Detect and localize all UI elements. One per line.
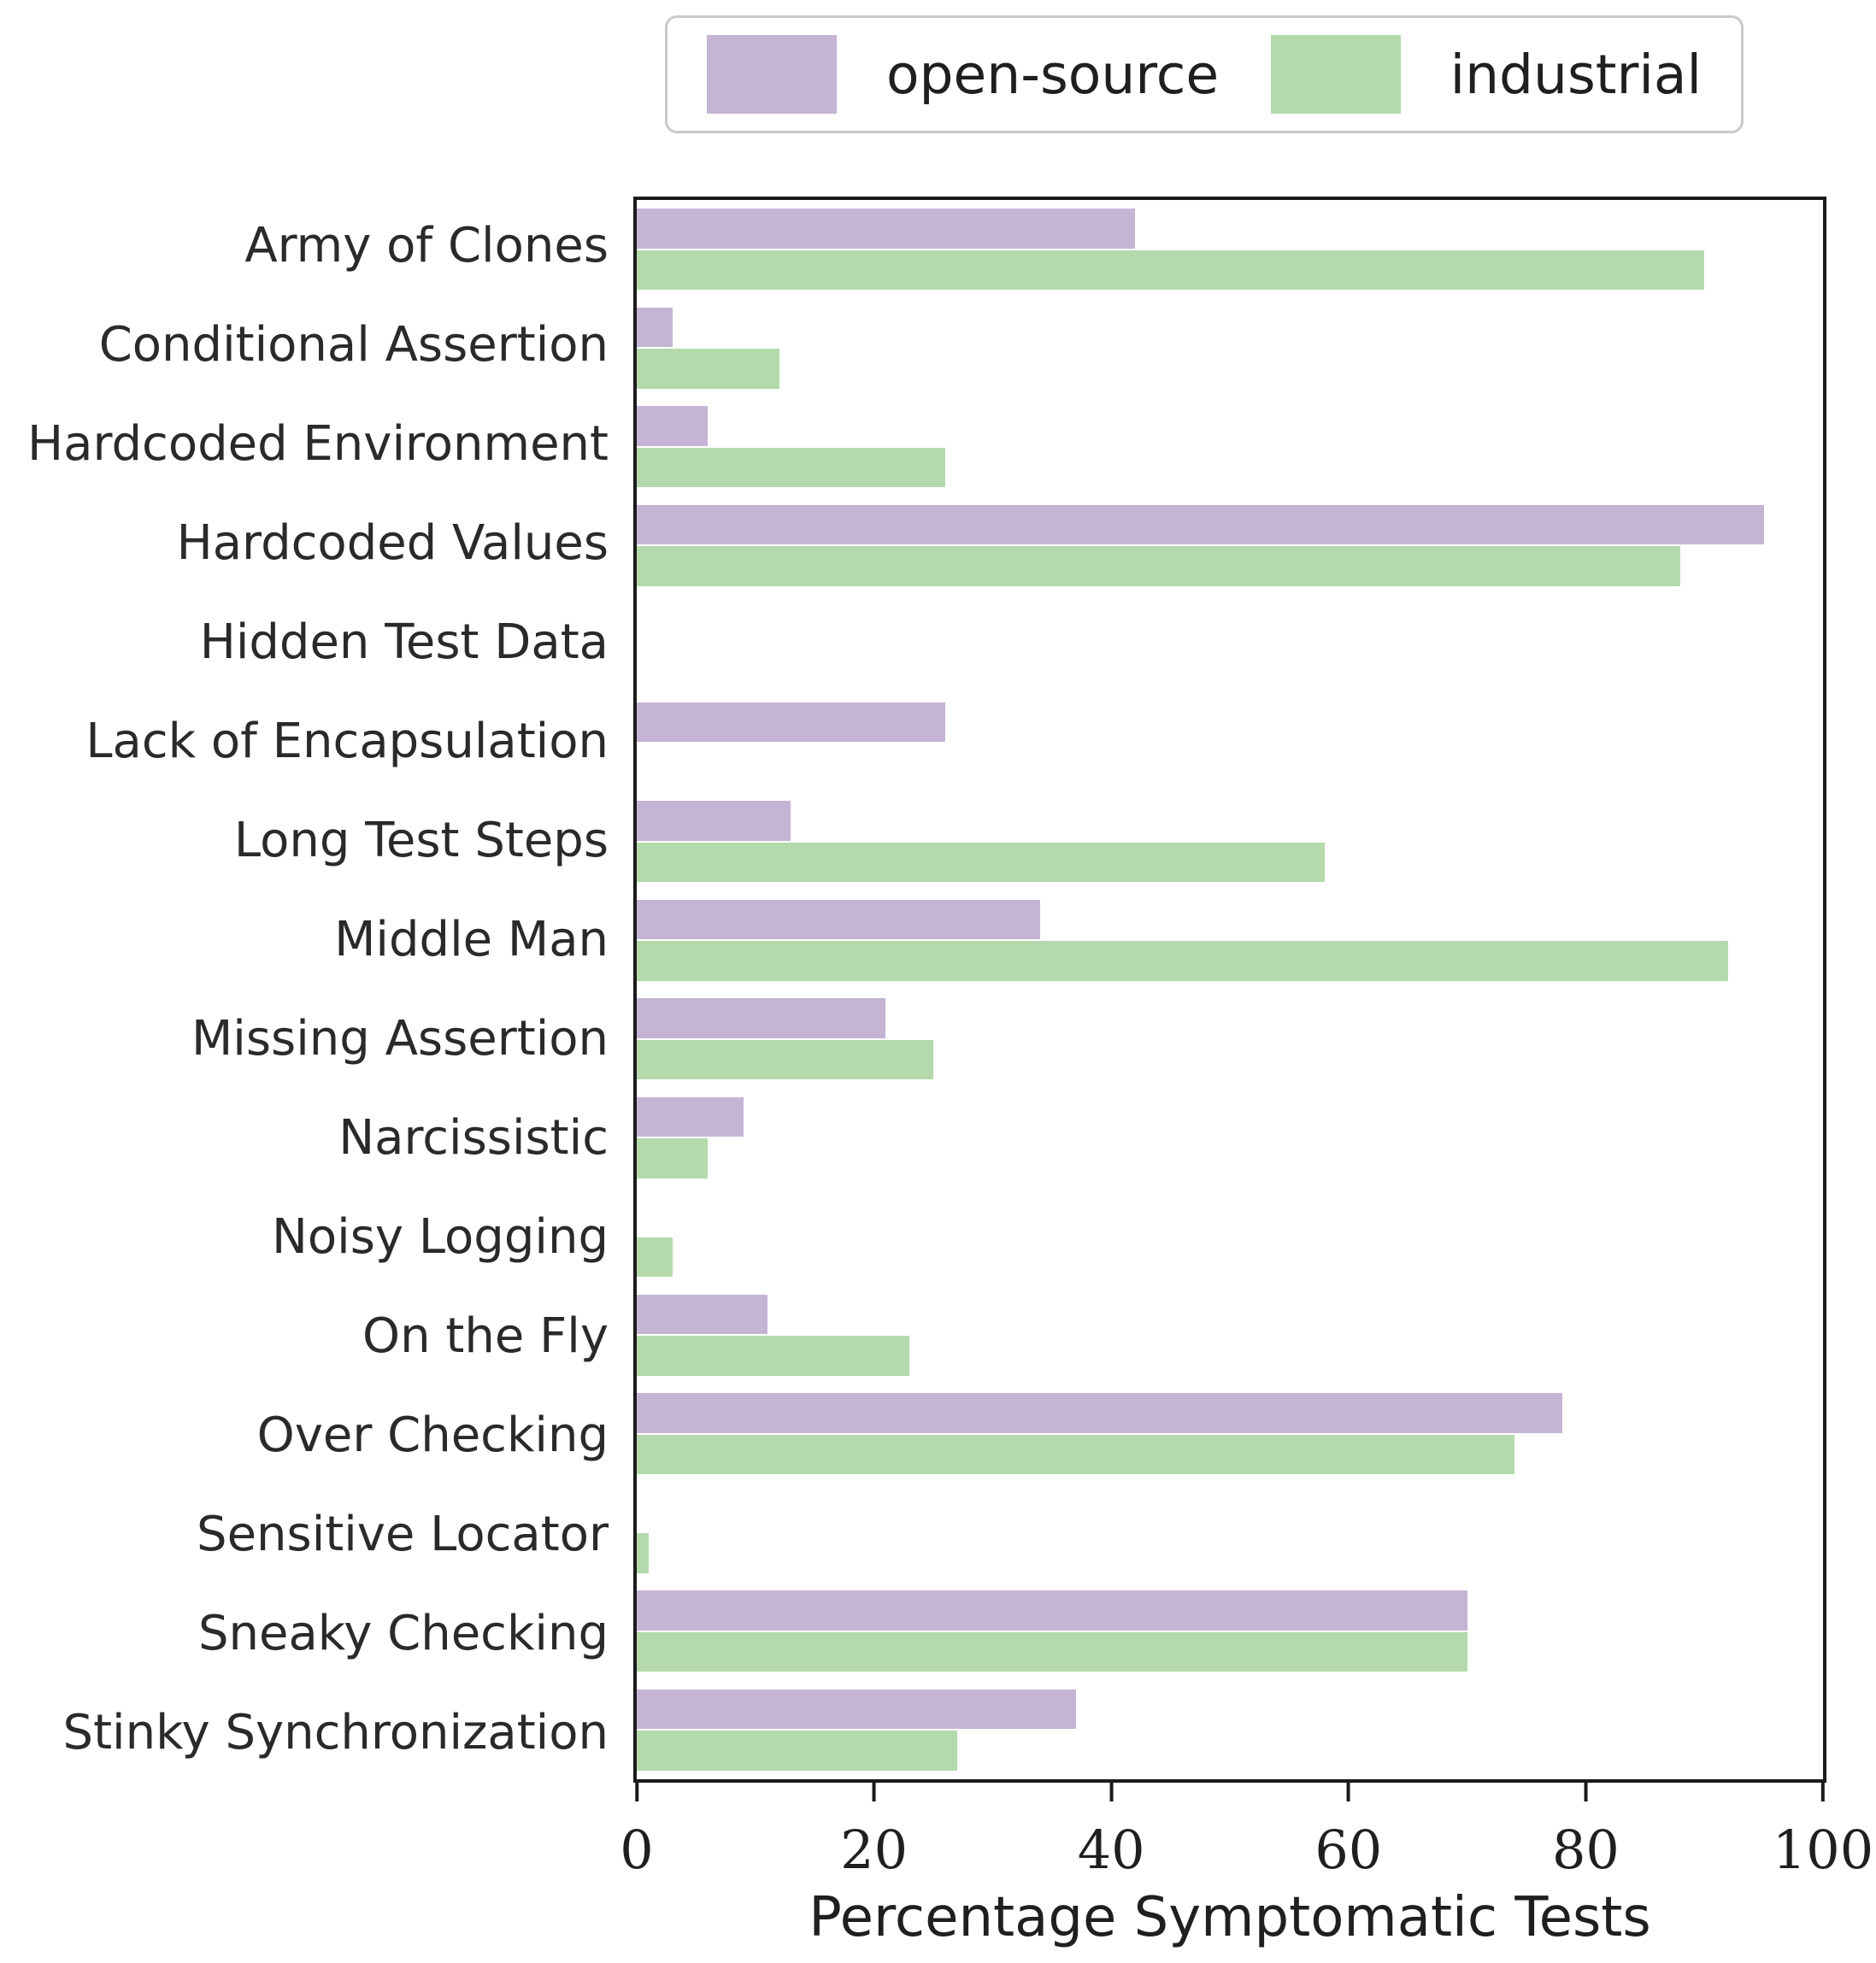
- x-tick-80: 80: [1552, 1783, 1620, 1877]
- bar-open-source-hardcoded-environment: [637, 406, 709, 446]
- bar-open-source-conditional-assertion: [637, 307, 673, 348]
- x-tick-mark-0: [634, 1783, 638, 1801]
- bar-group-on-the-fly: [637, 1286, 1823, 1385]
- bar-industrial-sensitive-locator: [637, 1533, 649, 1573]
- bar-open-source-over-checking: [637, 1393, 1562, 1433]
- x-tick-100: 100: [1773, 1783, 1873, 1877]
- y-label-hardcoded-environment: Hardcoded Environment: [27, 415, 609, 472]
- y-label-long-test-steps: Long Test Steps: [233, 812, 609, 868]
- x-tick-label-80: 80: [1551, 1819, 1620, 1881]
- x-axis-title: Percentage Symptomatic Tests: [809, 1886, 1651, 1949]
- x-tick-0: 0: [620, 1783, 654, 1881]
- bar-industrial-narcissistic: [637, 1138, 709, 1178]
- y-label-conditional-assertion: Conditional Assertion: [98, 316, 609, 373]
- y-label-middle-man: Middle Man: [334, 911, 609, 967]
- bar-industrial-missing-assertion: [637, 1039, 933, 1080]
- y-label-hidden-test-data: Hidden Test Data: [199, 614, 609, 670]
- bar-industrial-over-checking: [637, 1434, 1515, 1475]
- bar-group-sensitive-locator: [637, 1484, 1823, 1583]
- bar-open-source-army-of-clones: [637, 209, 1135, 249]
- legend-item-open-source: open-source: [707, 35, 1219, 114]
- x-tick-40: 40: [1078, 1783, 1145, 1877]
- bar-industrial-conditional-assertion: [637, 349, 779, 389]
- bar-group-over-checking: [637, 1384, 1823, 1484]
- legend: open-source industrial: [665, 15, 1744, 133]
- y-label-hardcoded-values: Hardcoded Values: [176, 514, 609, 571]
- y-label-lack-of-encapsulation: Lack of Encapsulation: [85, 713, 609, 769]
- bar-group-hardcoded-environment: [637, 397, 1823, 497]
- bar-industrial-stinky-synchronization: [637, 1731, 957, 1771]
- bar-group-narcissistic: [637, 1089, 1823, 1188]
- plot-area: [633, 197, 1826, 1783]
- bar-industrial-hardcoded-values: [637, 546, 1681, 586]
- x-tick-label-40: 40: [1077, 1819, 1145, 1881]
- bar-industrial-on-the-fly: [637, 1336, 910, 1376]
- y-label-on-the-fly: On the Fly: [362, 1308, 609, 1364]
- y-label-army-of-clones: Army of Clones: [244, 217, 609, 273]
- x-tick-20: 20: [840, 1783, 908, 1877]
- x-tick-mark-80: [1584, 1783, 1588, 1801]
- bar-group-hidden-test-data: [637, 595, 1823, 694]
- bar-group-lack-of-encapsulation: [637, 694, 1823, 793]
- bar-industrial-noisy-logging: [637, 1237, 673, 1278]
- y-label-sneaky-checking: Sneaky Checking: [197, 1605, 609, 1661]
- y-axis-labels: Army of Clones Conditional Assertion Hardc…: [0, 197, 609, 1783]
- x-tick-label-20: 20: [840, 1819, 909, 1881]
- bar-industrial-long-test-steps: [637, 842, 1326, 883]
- open-source-swatch-icon: [707, 35, 837, 114]
- y-label-over-checking: Over Checking: [256, 1407, 609, 1463]
- bar-group-long-test-steps: [637, 792, 1823, 891]
- x-axis: 0 20 40 60 80 100: [620, 1783, 1873, 1962]
- bar-group-conditional-assertion: [637, 299, 1823, 398]
- y-label-stinky-synchronization: Stinky Synchronization: [62, 1704, 609, 1760]
- bar-group-noisy-logging: [637, 1187, 1823, 1286]
- bar-group-army-of-clones: [637, 200, 1823, 299]
- x-tick-mark-60: [1346, 1783, 1350, 1801]
- bar-industrial-hardcoded-environment: [637, 447, 945, 488]
- bar-group-stinky-synchronization: [637, 1681, 1823, 1780]
- bar-open-source-lack-of-encapsulation: [637, 702, 945, 743]
- bar-industrial-middle-man: [637, 941, 1728, 981]
- bar-open-source-middle-man: [637, 899, 1040, 940]
- x-tick-label-0: 0: [620, 1819, 654, 1881]
- bar-group-missing-assertion: [637, 990, 1823, 1089]
- legend-item-industrial: industrial: [1270, 35, 1702, 114]
- bar-open-source-long-test-steps: [637, 801, 791, 841]
- y-label-sensitive-locator: Sensitive Locator: [197, 1506, 609, 1562]
- legend-label-industrial: industrial: [1450, 43, 1702, 106]
- x-tick-mark-20: [872, 1783, 876, 1801]
- y-label-noisy-logging: Noisy Logging: [272, 1208, 609, 1265]
- bar-open-source-on-the-fly: [637, 1294, 767, 1335]
- bar-open-source-narcissistic: [637, 1096, 744, 1137]
- y-label-narcissistic: Narcissistic: [338, 1109, 609, 1166]
- bar-open-source-sneaky-checking: [637, 1590, 1467, 1631]
- bar-open-source-stinky-synchronization: [637, 1689, 1076, 1730]
- x-tick-mark-40: [1109, 1783, 1114, 1801]
- x-tick-mark-100: [1821, 1783, 1825, 1801]
- industrial-swatch-icon: [1270, 35, 1401, 114]
- x-tick-60: 60: [1314, 1783, 1382, 1877]
- x-tick-label-100: 100: [1772, 1819, 1874, 1881]
- bar-industrial-sneaky-checking: [637, 1631, 1467, 1672]
- y-label-missing-assertion: Missing Assertion: [191, 1010, 609, 1067]
- bar-group-hardcoded-values: [637, 497, 1823, 596]
- bar-group-middle-man: [637, 891, 1823, 990]
- x-tick-label-60: 60: [1314, 1819, 1383, 1881]
- bar-industrial-army-of-clones: [637, 250, 1705, 291]
- bar-open-source-hardcoded-values: [637, 504, 1764, 545]
- bar-open-source-missing-assertion: [637, 998, 886, 1038]
- legend-label-open-source: open-source: [886, 43, 1220, 106]
- bar-group-sneaky-checking: [637, 1582, 1823, 1681]
